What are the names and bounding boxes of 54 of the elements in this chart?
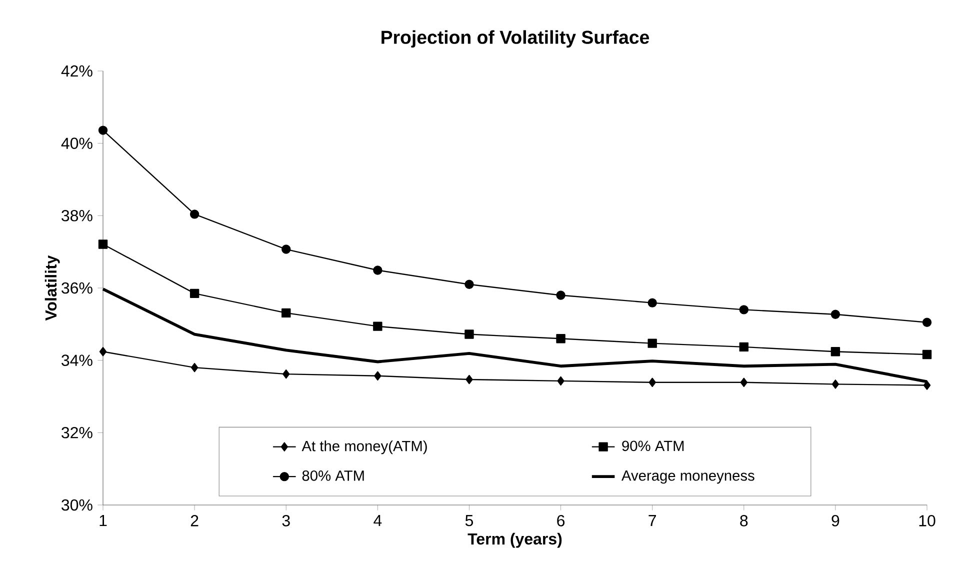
- x-tick-label: 3: [282, 515, 290, 526]
- x-tick-label: 9: [832, 515, 840, 526]
- x-tick-label: 7: [648, 515, 656, 526]
- point: [922, 350, 932, 360]
- point: [830, 310, 840, 319]
- point: [373, 322, 382, 331]
- point: [739, 305, 748, 314]
- point: [190, 362, 198, 372]
- x-tick-label: 6: [557, 515, 565, 526]
- x-tick-label: 10: [919, 515, 936, 526]
- point: [282, 369, 290, 379]
- x-tick-label: 1: [100, 515, 107, 526]
- point: [464, 330, 474, 339]
- y-tick-label: 32%: [62, 426, 92, 438]
- y-tick-label: 34%: [62, 354, 92, 366]
- point: [648, 378, 656, 387]
- point: [739, 342, 748, 352]
- x-tick-label: 5: [465, 515, 473, 526]
- y-tick-label: 36%: [62, 282, 92, 294]
- point: [740, 378, 748, 387]
- point: [98, 240, 108, 249]
- point: [282, 308, 291, 318]
- y-axis-title: Volatility: [44, 255, 60, 321]
- point: [373, 266, 382, 275]
- x-tick-label: 2: [190, 515, 198, 526]
- chart-title: Projection of Volatility Surface: [382, 30, 650, 48]
- point: [648, 338, 657, 348]
- point: [190, 288, 200, 298]
- legend-label: At the money(ATM): [302, 440, 427, 454]
- legend-label: Average moneyness: [621, 470, 754, 484]
- x-tick-label: 4: [374, 515, 382, 526]
- legend-label: 90% ATM: [622, 440, 684, 452]
- point: [190, 210, 200, 219]
- x-tick-label: 8: [740, 515, 748, 526]
- point: [832, 380, 840, 389]
- point: [557, 376, 564, 386]
- y-tick-label: 42%: [61, 65, 92, 77]
- point: [830, 347, 840, 356]
- point: [464, 280, 474, 289]
- point: [556, 334, 566, 344]
- y-tick-label: 38%: [62, 210, 92, 222]
- point: [556, 290, 566, 300]
- x-axis-title: Term (years): [468, 532, 562, 548]
- point: [374, 371, 382, 380]
- y-tick-label: 40%: [61, 138, 92, 149]
- point: [923, 380, 931, 390]
- point: [922, 318, 932, 327]
- point: [98, 126, 108, 135]
- point: [282, 244, 291, 254]
- point: [466, 374, 473, 384]
- y-tick-label: 30%: [62, 499, 92, 511]
- point: [99, 347, 107, 356]
- legend-label: 80% ATM: [302, 470, 364, 481]
- point: [648, 298, 657, 308]
